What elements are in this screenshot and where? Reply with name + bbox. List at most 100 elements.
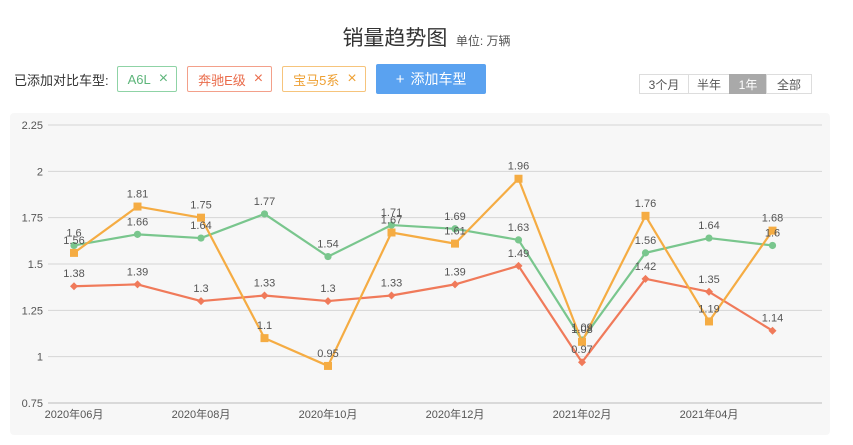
data-point: [578, 358, 586, 367]
y-tick-label: 2.25: [22, 120, 43, 132]
tab-3-months[interactable]: 3个月: [639, 74, 689, 94]
tab-all[interactable]: 全部: [766, 74, 812, 94]
data-label: 1.75: [190, 200, 211, 212]
data-label: 1.3: [320, 283, 335, 295]
x-tick-label: 2021年04月: [680, 407, 739, 421]
data-label: 1.49: [508, 248, 529, 260]
data-label: 1.1: [257, 320, 272, 332]
data-label: 1.09: [571, 322, 592, 334]
compare-label: 已添加对比车型:: [14, 72, 109, 88]
data-label: 1.64: [698, 220, 719, 232]
data-point: [514, 236, 523, 244]
data-label: 1.67: [381, 214, 402, 226]
compare-tag-a6l[interactable]: A6L ×: [116, 66, 178, 92]
x-tick-label: 2020年06月: [45, 407, 104, 421]
data-label: 1.66: [127, 216, 148, 228]
data-point: [768, 241, 777, 250]
data-point: [514, 174, 523, 183]
data-label: 1.81: [127, 189, 148, 201]
compare-tag-label: A6L: [127, 71, 151, 87]
data-label: 1.42: [635, 261, 656, 273]
data-point: [260, 291, 269, 300]
data-label: 1.63: [508, 222, 529, 234]
data-label: 1.54: [317, 239, 338, 251]
data-label: 0.95: [317, 348, 338, 360]
data-label: 1.69: [444, 211, 465, 223]
data-label: 1.96: [508, 161, 529, 173]
compare-tag-label: 奔驰E级: [198, 72, 246, 88]
data-label: 1.56: [635, 235, 656, 247]
tab-1-year[interactable]: 1年: [729, 74, 767, 94]
data-point: [578, 337, 586, 346]
data-point: [133, 280, 142, 289]
data-label: 1.38: [63, 268, 84, 280]
data-label: 1.08: [571, 324, 592, 336]
series-line-2: [73, 177, 774, 368]
data-label: 1.6: [765, 227, 780, 239]
data-point: [768, 226, 777, 235]
tab-half-year[interactable]: 半年: [688, 74, 730, 94]
x-tick-label: 2020年12月: [426, 407, 485, 421]
data-point: [451, 225, 459, 233]
chart-title-row: 销量趋势图 单位: 万辆: [0, 22, 853, 52]
data-label: 1.56: [63, 235, 84, 247]
data-label: 1.39: [444, 266, 465, 278]
data-point: [641, 274, 650, 283]
data-point: [641, 211, 650, 220]
data-point: [324, 361, 332, 370]
series-line-0: [73, 212, 773, 342]
data-point: [197, 213, 205, 222]
data-point: [705, 317, 713, 326]
data-point: [324, 297, 332, 306]
x-tick-label: 2021年02月: [553, 407, 612, 421]
compare-bar: 已添加对比车型: A6L × 奔驰E级 × 宝马5系 × + 添加车型: [14, 64, 487, 94]
data-label: 0.97: [571, 344, 592, 356]
data-point: [514, 261, 523, 270]
page-title: 销量趋势图: [342, 27, 448, 50]
data-point: [70, 282, 78, 291]
data-point: [197, 234, 205, 242]
close-icon[interactable]: ×: [347, 70, 357, 87]
compare-tag-benz-e[interactable]: 奔驰E级 ×: [187, 66, 273, 92]
data-point: [324, 252, 332, 261]
data-point: [197, 297, 205, 306]
data-label: 1.14: [762, 313, 783, 325]
data-label: 1.6: [66, 227, 81, 239]
x-tick-label: 2020年10月: [299, 407, 358, 421]
data-label: 1.19: [698, 303, 719, 315]
data-point: [451, 239, 459, 248]
data-point: [451, 280, 459, 289]
data-label: 1.33: [381, 278, 402, 290]
data-label: 1.64: [190, 220, 211, 232]
y-tick-label: 1.5: [28, 259, 43, 271]
unit-label: 单位: 万辆: [455, 34, 511, 48]
close-icon[interactable]: ×: [158, 70, 169, 87]
data-point: [260, 334, 269, 343]
y-tick-label: 1: [37, 352, 43, 364]
data-point: [133, 230, 142, 238]
data-point: [387, 221, 396, 229]
data-point: [260, 210, 269, 218]
close-icon[interactable]: ×: [253, 70, 264, 87]
x-tick-label: 2020年08月: [172, 407, 231, 421]
time-range-tabs: 3个月 半年 1年 全部: [639, 74, 812, 94]
y-tick-label: 2: [37, 166, 43, 178]
add-model-button[interactable]: + 添加车型: [375, 64, 487, 94]
sales-trend-chart: 0.75 1 1.25 1.5 1.75 2 2.25 2020年06月 2020年08月 202…: [22, 120, 822, 421]
data-point: [705, 234, 713, 242]
plus-icon: +: [395, 70, 405, 88]
compare-tag-bmw-5[interactable]: 宝马5系 ×: [282, 66, 366, 92]
data-label: 1.68: [762, 213, 783, 225]
data-label: 1.71: [381, 207, 402, 219]
data-label: 1.77: [254, 196, 275, 208]
chart-area: 0.75 1 1.25 1.5 1.75 2 2.25 2020年06月 2020年08月 202…: [10, 113, 830, 435]
data-point: [705, 287, 713, 296]
y-tick-label: 1.75: [22, 213, 43, 225]
series-line-1: [73, 264, 774, 364]
data-label: 1.35: [698, 274, 719, 286]
data-point: [641, 249, 650, 257]
compare-tag-label: 宝马5系: [293, 72, 340, 88]
data-point: [768, 326, 777, 335]
data-label: 1.61: [444, 226, 465, 238]
data-point: [387, 291, 396, 300]
